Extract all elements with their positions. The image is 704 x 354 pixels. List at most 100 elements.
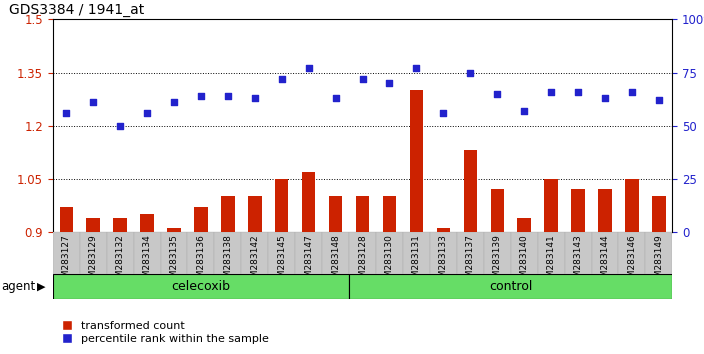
Text: GSM283139: GSM283139 xyxy=(493,234,502,289)
Text: GSM283143: GSM283143 xyxy=(574,234,582,289)
Text: GSM283132: GSM283132 xyxy=(115,234,125,289)
Bar xyxy=(140,214,153,232)
Bar xyxy=(107,232,134,274)
Bar xyxy=(376,232,403,274)
Bar xyxy=(248,196,262,232)
Bar xyxy=(591,232,618,274)
Bar xyxy=(517,218,531,232)
Point xyxy=(142,110,153,116)
Text: GSM283147: GSM283147 xyxy=(304,234,313,289)
Point xyxy=(627,89,638,95)
Point xyxy=(195,93,206,99)
Bar xyxy=(484,232,510,274)
Bar xyxy=(215,232,241,274)
Text: control: control xyxy=(489,280,532,293)
Text: ▶: ▶ xyxy=(37,282,45,292)
Text: GSM283140: GSM283140 xyxy=(520,234,529,289)
Bar xyxy=(275,179,289,232)
Point xyxy=(87,99,99,105)
Bar xyxy=(134,232,161,274)
Legend: transformed count, percentile rank within the sample: transformed count, percentile rank withi… xyxy=(58,316,273,348)
Bar xyxy=(187,232,215,274)
Bar xyxy=(194,207,208,232)
Text: celecoxib: celecoxib xyxy=(172,280,230,293)
Point xyxy=(465,70,476,75)
Text: GDS3384 / 1941_at: GDS3384 / 1941_at xyxy=(9,3,145,17)
Bar xyxy=(295,232,322,274)
Point xyxy=(491,91,503,97)
Text: GSM283127: GSM283127 xyxy=(62,234,71,289)
Text: GSM283142: GSM283142 xyxy=(251,234,259,289)
Bar xyxy=(544,179,558,232)
Text: GSM283145: GSM283145 xyxy=(277,234,287,289)
Bar xyxy=(241,232,268,274)
Point xyxy=(115,123,126,129)
Point xyxy=(384,80,395,86)
Text: GSM283141: GSM283141 xyxy=(546,234,555,289)
Bar xyxy=(53,232,80,274)
Bar xyxy=(625,179,639,232)
Bar xyxy=(646,232,672,274)
Bar xyxy=(60,207,73,232)
Bar xyxy=(538,232,565,274)
Bar xyxy=(598,189,612,232)
Bar xyxy=(618,232,646,274)
Bar xyxy=(322,232,349,274)
Text: GSM283138: GSM283138 xyxy=(223,234,232,289)
Bar xyxy=(53,274,349,299)
Point xyxy=(330,95,341,101)
Text: GSM283129: GSM283129 xyxy=(89,234,98,289)
Bar xyxy=(410,90,423,232)
Bar xyxy=(463,150,477,232)
Bar xyxy=(565,232,591,274)
Text: GSM283134: GSM283134 xyxy=(143,234,151,289)
Text: GSM283144: GSM283144 xyxy=(601,234,610,289)
Text: GSM283133: GSM283133 xyxy=(439,234,448,289)
Point xyxy=(572,89,584,95)
Point xyxy=(61,110,72,116)
Text: GSM283136: GSM283136 xyxy=(196,234,206,289)
Point xyxy=(249,95,260,101)
Bar xyxy=(430,232,457,274)
Point xyxy=(168,99,180,105)
Bar xyxy=(510,232,538,274)
Bar xyxy=(221,196,234,232)
Bar xyxy=(268,232,295,274)
Bar xyxy=(652,196,665,232)
Bar xyxy=(349,232,376,274)
Point xyxy=(546,89,557,95)
Bar xyxy=(80,232,107,274)
Bar xyxy=(383,196,396,232)
Bar xyxy=(87,218,100,232)
Text: GSM283135: GSM283135 xyxy=(170,234,179,289)
Bar xyxy=(572,189,585,232)
Text: GSM283131: GSM283131 xyxy=(412,234,421,289)
Bar xyxy=(161,232,187,274)
Text: agent: agent xyxy=(1,280,36,293)
Bar xyxy=(457,232,484,274)
Point xyxy=(438,110,449,116)
Point xyxy=(303,65,314,71)
Bar xyxy=(403,232,430,274)
Point xyxy=(653,97,665,103)
Point xyxy=(519,108,530,114)
Bar xyxy=(329,196,342,232)
Text: GSM283146: GSM283146 xyxy=(627,234,636,289)
Bar xyxy=(436,228,450,232)
Point xyxy=(599,95,610,101)
Text: GSM283149: GSM283149 xyxy=(654,234,663,289)
Point xyxy=(357,76,368,82)
Bar xyxy=(168,228,181,232)
Text: GSM283130: GSM283130 xyxy=(385,234,394,289)
Bar xyxy=(491,189,504,232)
Point xyxy=(222,93,234,99)
Bar xyxy=(113,218,127,232)
Bar xyxy=(302,172,315,232)
Text: GSM283128: GSM283128 xyxy=(358,234,367,289)
Text: GSM283137: GSM283137 xyxy=(466,234,474,289)
Text: GSM283148: GSM283148 xyxy=(331,234,340,289)
Bar xyxy=(349,274,672,299)
Point xyxy=(411,65,422,71)
Bar xyxy=(356,196,370,232)
Point xyxy=(276,76,287,82)
